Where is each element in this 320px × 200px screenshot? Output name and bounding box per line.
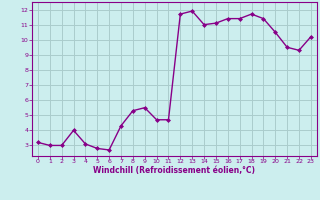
X-axis label: Windchill (Refroidissement éolien,°C): Windchill (Refroidissement éolien,°C) xyxy=(93,166,255,175)
